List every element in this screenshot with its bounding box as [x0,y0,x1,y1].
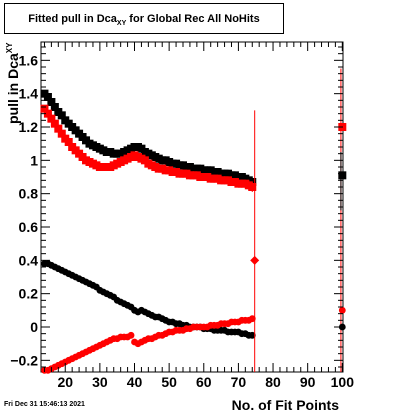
sigma-point [54,124,63,133]
y-axis-title-subscript: XY [5,42,14,53]
y-axis-title: pull in DcaXY [5,42,21,124]
timestamp: Fri Dec 31 15:46:13 2021 [4,401,85,408]
outlier-point [250,255,260,265]
x-tick-label: 40 [127,374,143,390]
chart-title-subscript: XY [116,20,127,27]
y-tick-label: 0.8 [19,186,39,202]
x-axis-title: No. of Fit Points [232,397,340,413]
mean-point [248,331,256,339]
mean-point [127,331,135,339]
sigma-point [57,129,66,138]
sigma-point [47,114,56,123]
y-tick-label: 1 [30,152,38,168]
x-tick-label: 20 [57,374,73,390]
data-layer [40,68,347,374]
y-tick-label: 0.4 [19,252,39,268]
sigma-point [40,104,49,113]
sigma-point [64,138,73,146]
sigma-point [248,183,257,191]
chart-title: Fitted pull in Dca [28,13,117,25]
y-tick-label: 0.6 [19,219,39,235]
axes: 20 30 40 50 60 70 80 90 100 −0.2 0 0.2 0.4 0.6 0.8 1 1.2… [5,42,354,413]
plot-background [40,41,344,373]
x-tick-label: 30 [92,374,108,390]
x-tick-label: 50 [161,374,177,390]
sigma-point [338,171,347,180]
sigma-point [43,93,52,101]
mean-point [248,315,256,323]
mean-point [338,306,346,314]
x-tick-label: 60 [196,374,212,390]
y-tick-label: −0.2 [10,352,38,368]
sigma-point [57,111,66,120]
plot-frame [40,41,344,373]
y-tick-label: 1.2 [19,119,39,135]
y-tick-label: 1.6 [19,52,39,68]
y-tick-label: 0 [30,319,38,335]
y-tick-label: 1.4 [19,86,39,102]
y-axis-title-main: pull in Dca [5,53,21,124]
y-tick-label: 0.2 [19,286,39,302]
x-tick-label: 90 [300,374,316,390]
chart-title-suffix: for Global Rec All NoHits [126,13,260,25]
sigma-point [50,103,59,111]
x-tick-label: 80 [265,374,281,390]
sigma-point [43,109,52,118]
x-tick-label: 70 [231,374,247,390]
chart-title-box: Fitted pull in DcaXY for Global Rec All … [4,3,284,34]
x-tick-label: 100 [331,374,355,390]
sigma-point [47,98,56,106]
sigma-point [50,119,59,128]
